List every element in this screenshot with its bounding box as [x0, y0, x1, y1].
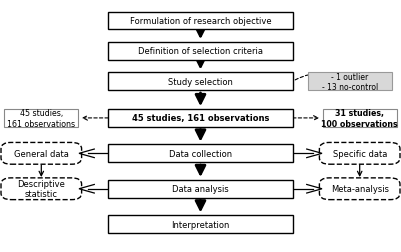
Text: Definition of selection criteria: Definition of selection criteria	[138, 47, 263, 56]
FancyBboxPatch shape	[319, 143, 400, 165]
Text: Data analysis: Data analysis	[172, 184, 229, 194]
Text: Meta-analysis: Meta-analysis	[331, 184, 389, 194]
Bar	[108, 180, 293, 198]
Bar	[108, 215, 293, 233]
Bar	[108, 110, 293, 127]
FancyBboxPatch shape	[319, 178, 400, 200]
Bar	[322, 110, 397, 127]
Bar	[108, 73, 293, 91]
Text: - 1 outlier
- 13 no-control: - 1 outlier - 13 no-control	[322, 72, 378, 91]
Text: Descriptive
statistic: Descriptive statistic	[17, 179, 65, 199]
Text: Formulation of research objective: Formulation of research objective	[130, 17, 271, 26]
FancyBboxPatch shape	[1, 178, 82, 200]
Text: Interpretation: Interpretation	[171, 220, 230, 229]
Bar	[108, 13, 293, 30]
Bar	[108, 43, 293, 60]
FancyBboxPatch shape	[1, 143, 82, 165]
Text: 45 studies, 161 observations: 45 studies, 161 observations	[132, 114, 269, 123]
Text: Specific data: Specific data	[332, 149, 387, 158]
Bar	[4, 110, 78, 127]
Text: General data: General data	[14, 149, 69, 158]
Text: 31 studies,
100 observations: 31 studies, 100 observations	[321, 109, 398, 128]
Text: 45 studies,
161 observations: 45 studies, 161 observations	[7, 109, 75, 128]
Text: Study selection: Study selection	[168, 77, 233, 86]
Bar	[108, 145, 293, 163]
Bar	[308, 73, 392, 91]
Text: Data collection: Data collection	[169, 149, 232, 158]
